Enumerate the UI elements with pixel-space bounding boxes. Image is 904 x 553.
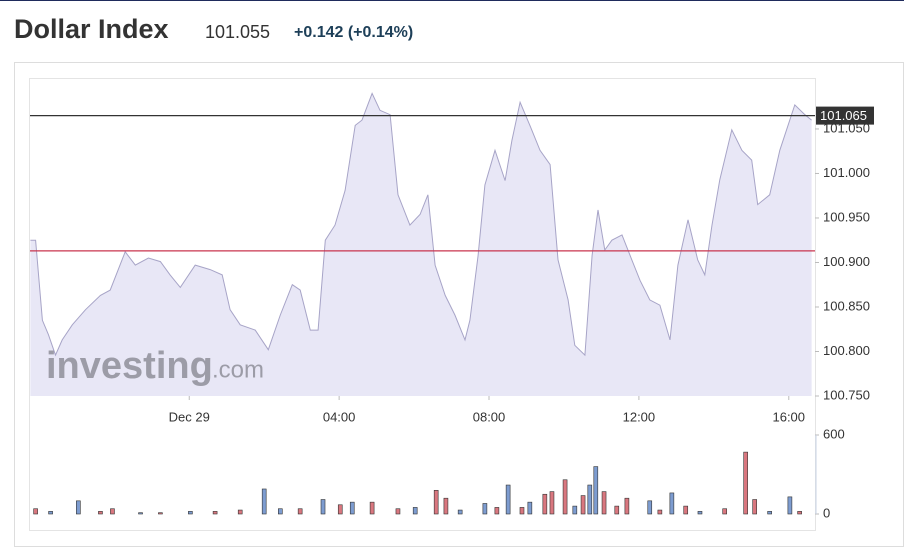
volume-bar [572,505,578,515]
volume-bar [98,511,103,515]
volume-bar [457,509,463,515]
x-tick-label: 12:00 [623,409,656,424]
plot-frame [29,78,816,531]
volume-bar [527,501,533,515]
y-tick-label: 100.800 [823,343,870,358]
volume-bar [433,489,439,515]
y-tick-label: 0 [823,505,830,520]
volume-bar [349,501,355,515]
volume-bar [33,508,38,515]
y-tick-label: 100.950 [823,209,870,224]
volume-bar [76,500,81,515]
volume-bar [657,509,663,515]
change: +0.142 (+0.14%) [294,24,413,41]
volume-bar [683,505,689,515]
volume-bar [297,508,303,515]
y-tick-label: 600 [823,426,845,441]
volume-bar [482,503,488,515]
x-tick-label: 04:00 [323,409,356,424]
volume-bar [188,511,193,515]
watermark-suffix: .com [212,356,264,383]
price-area [30,93,812,397]
volume-bar [587,484,593,515]
volume-bar [158,512,163,515]
title: Dollar Index [14,14,169,44]
volume-bar [320,499,326,515]
last-price: 101.055 [205,22,270,42]
volume-bar [743,451,748,515]
volume-bar [261,488,267,515]
volume-bar [138,512,143,515]
volume-bar [505,484,511,515]
volume-bar [647,500,653,515]
y-tick-label: 100.900 [823,254,870,269]
volume-bar [593,466,599,515]
volume-bar [212,511,218,515]
volume-bar [614,505,620,515]
volume-bar [494,507,500,515]
volume-bar [48,511,53,515]
volume-bar [669,492,675,515]
volume-bar [519,507,525,515]
y-tick-label: 100.750 [823,387,870,402]
volume-bar [237,509,243,515]
x-tick-label: 16:00 [772,409,805,424]
volume-bar [549,491,555,515]
volume-bar [395,508,401,515]
volume-bar [562,479,568,515]
volume-bar [443,497,449,515]
x-tick-label: Dec 29 [169,409,210,424]
volume-bar [722,508,727,515]
price-line [30,92,812,357]
volume-bar [767,511,772,515]
volume-bar [580,495,586,515]
y-tick-label: 100.850 [823,298,870,313]
volume-bar [337,504,343,515]
volume-bar [797,511,802,515]
volume-bar [624,497,630,515]
volume-bar [787,496,793,515]
price-tag [816,106,874,125]
volume-bar [601,491,607,515]
volume-bar [369,501,375,515]
volume-bar [110,508,115,515]
y-tick-label: 101.000 [823,165,870,180]
volume-bar [697,511,703,515]
volume-bar [412,507,418,515]
volume-bar [752,499,757,515]
volume-bar [542,493,548,515]
watermark-brand: investing [46,345,213,387]
price-tag-label: 101.065 [820,108,867,123]
volume-bar [278,508,283,515]
x-tick-label: 08:00 [473,409,506,424]
